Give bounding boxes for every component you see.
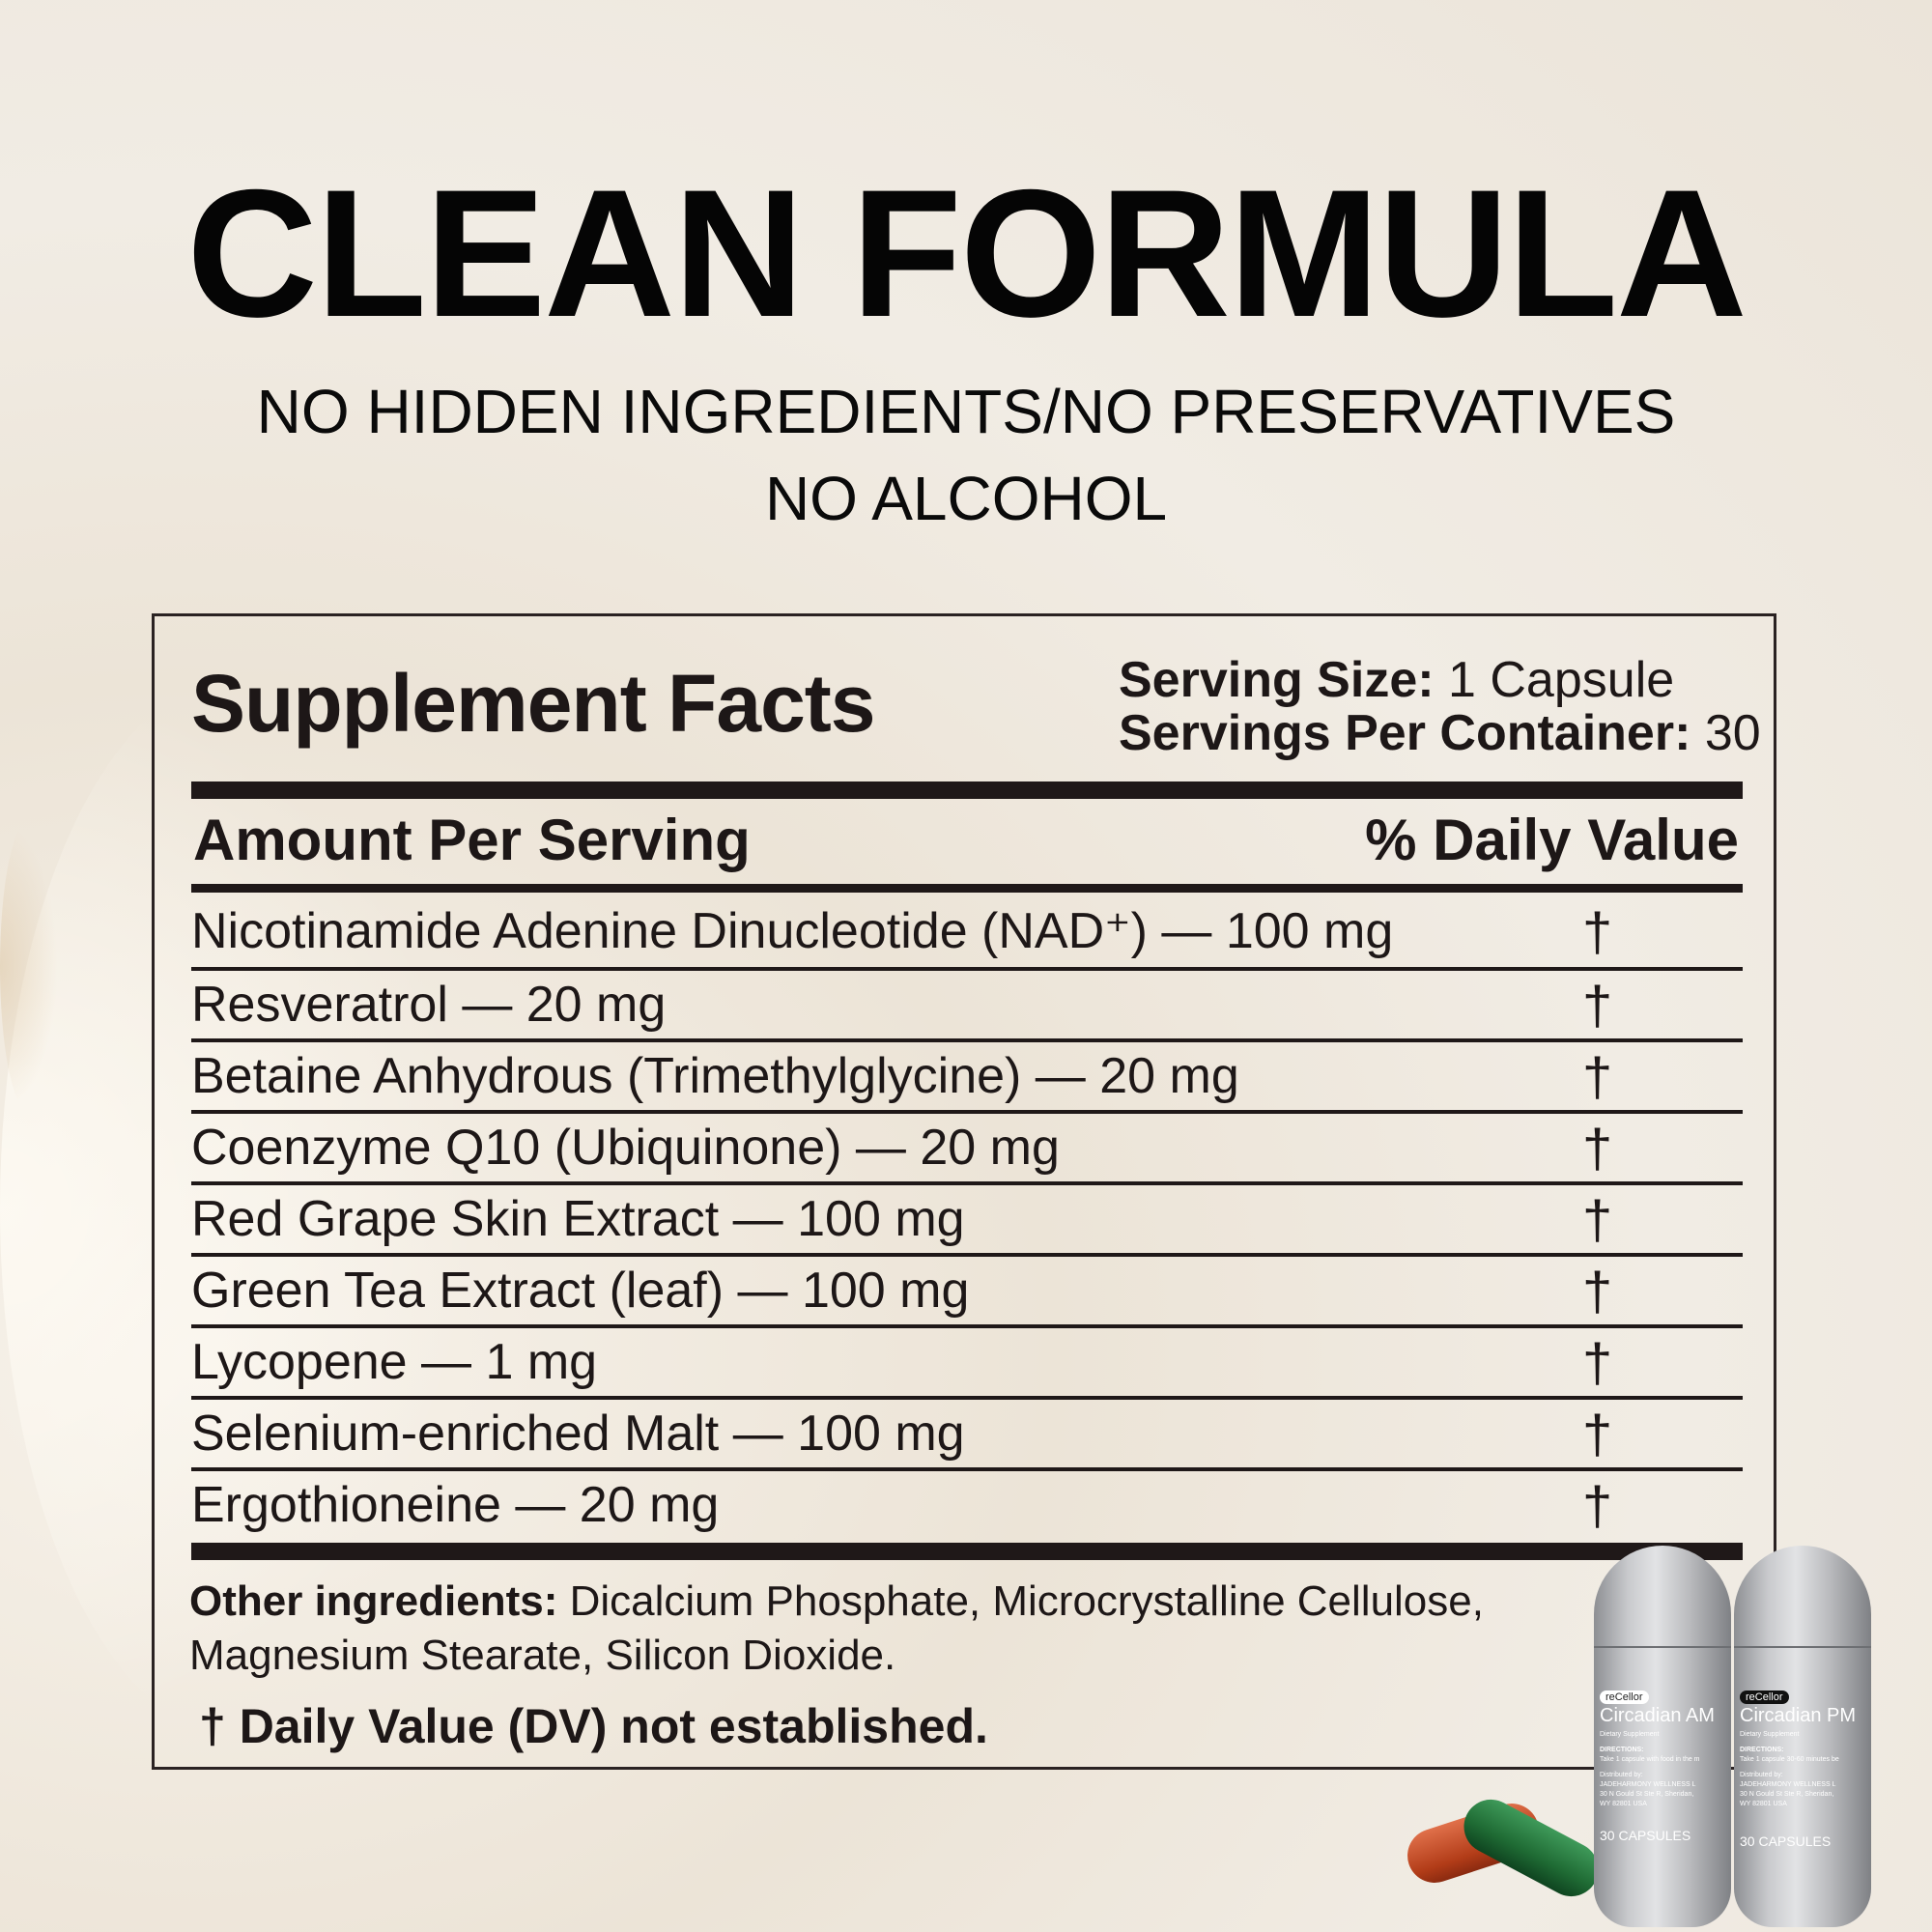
ingredient-name: Nicotinamide Adenine Dinucleotide (NAD⁺)…	[191, 903, 1394, 959]
dagger-mark: †	[1582, 974, 1613, 1036]
daily-value-header: % Daily Value	[1365, 808, 1739, 872]
ingredient-name: Resveratrol — 20 mg	[191, 977, 667, 1033]
ingredient-name: Betaine Anhydrous (Trimethylglycine) — 2…	[191, 1048, 1239, 1104]
address-line-1: 30 N Gould St Ste R, Sheridan,	[1740, 1791, 1834, 1798]
serving-size: Serving Size: 1 Capsule	[1119, 655, 1674, 705]
capsule-count: 30 CAPSULES	[1740, 1833, 1832, 1849]
other-ingredients: Other ingredients: Dicalcium Phosphate, …	[189, 1580, 1484, 1623]
subtitle-line-1: NO HIDDEN INGREDIENTS/NO PRESERVATIVES	[256, 377, 1676, 446]
servings-per-container: Servings Per Container: 30	[1119, 708, 1761, 758]
brand-logo: reCellor	[1600, 1690, 1649, 1704]
address-line-2: WY 82801 USA	[1600, 1801, 1647, 1807]
dagger-mark: †	[1582, 1331, 1613, 1393]
ingredient-row: Green Tea Extract (leaf) — 100 mg †	[191, 1253, 1743, 1324]
ingredient-list: Nicotinamide Adenine Dinucleotide (NAD⁺)…	[191, 895, 1743, 1539]
address-line-1: 30 N Gould St Ste R, Sheridan,	[1600, 1791, 1694, 1798]
ingredient-name: Green Tea Extract (leaf) — 100 mg	[191, 1263, 970, 1319]
page-title: CLEAN FORMULA	[186, 152, 1747, 355]
dagger-mark: †	[1582, 1474, 1613, 1536]
ingredient-row: Betaine Anhydrous (Trimethylglycine) — 2…	[191, 1038, 1743, 1110]
amount-per-serving-header: Amount Per Serving	[193, 808, 751, 872]
subtitle-line-2: NO ALCOHOL	[764, 464, 1168, 533]
bottle-cap-seam	[1594, 1646, 1731, 1648]
thick-divider	[191, 781, 1743, 799]
ingredient-row: Lycopene — 1 mg †	[191, 1324, 1743, 1396]
background-swirl	[0, 821, 58, 1111]
supplement-facts-panel	[152, 613, 1776, 1770]
ingredient-row: Red Grape Skin Extract — 100 mg †	[191, 1181, 1743, 1253]
serving-size-label: Serving Size:	[1119, 652, 1435, 708]
ingredient-row: Nicotinamide Adenine Dinucleotide (NAD⁺)…	[191, 895, 1743, 967]
directions-label: DIRECTIONS:	[1600, 1747, 1644, 1753]
dagger-mark: †	[1582, 1188, 1613, 1250]
servings-value: 30	[1704, 705, 1761, 761]
facts-title: Supplement Facts	[191, 658, 875, 749]
distributor-label: Distributed by:	[1600, 1772, 1643, 1778]
distributor-name: JADEHARMONY WELLNESS L	[1600, 1781, 1696, 1788]
product-type: Dietary Supplement	[1600, 1731, 1660, 1738]
dagger-mark: †	[1582, 900, 1613, 962]
other-ingredients-line-1: Dicalcium Phosphate, Microcrystalline Ce…	[569, 1577, 1484, 1625]
other-ingredients-line-2: Magnesium Stearate, Silicon Dioxide.	[189, 1632, 896, 1679]
product-name: Circadian AM	[1600, 1705, 1715, 1726]
serving-size-value: 1 Capsule	[1448, 652, 1675, 708]
dagger-mark: †	[1582, 1045, 1613, 1107]
address-line-2: WY 82801 USA	[1740, 1801, 1787, 1807]
servings-label: Servings Per Container:	[1119, 705, 1691, 761]
green-capsule	[1454, 1790, 1608, 1906]
dagger-mark: †	[1582, 1403, 1613, 1464]
ingredient-row: Selenium-enriched Malt — 100 mg †	[191, 1396, 1743, 1467]
thick-divider	[191, 1543, 1743, 1560]
other-ingredients-label: Other ingredients:	[189, 1577, 558, 1625]
ingredient-name: Coenzyme Q10 (Ubiquinone) — 20 mg	[191, 1120, 1060, 1176]
bottle-circadian-am: reCellor Circadian AM Dietary Supplement…	[1594, 1546, 1731, 1927]
distributor-label: Distributed by:	[1740, 1772, 1783, 1778]
product-name: Circadian PM	[1740, 1705, 1857, 1726]
ingredient-row: Ergothioneine — 20 mg †	[191, 1467, 1743, 1539]
ingredient-name: Selenium-enriched Malt — 100 mg	[191, 1406, 965, 1462]
medium-divider	[191, 884, 1743, 893]
ingredient-name: Lycopene — 1 mg	[191, 1334, 598, 1390]
directions-text: Take 1 capsule 30-60 minutes be	[1740, 1756, 1839, 1763]
dagger-mark: †	[1582, 1117, 1613, 1179]
ingredient-row: Resveratrol — 20 mg †	[191, 967, 1743, 1038]
bottle-circadian-pm: reCellor Circadian PM Dietary Supplement…	[1734, 1546, 1871, 1927]
distributor-name: JADEHARMONY WELLNESS L	[1740, 1781, 1836, 1788]
ingredient-name: Ergothioneine — 20 mg	[191, 1477, 720, 1533]
directions-text: Take 1 capsule with food in the m	[1600, 1756, 1700, 1763]
ingredient-name: Red Grape Skin Extract — 100 mg	[191, 1191, 965, 1247]
brand-logo: reCellor	[1740, 1690, 1789, 1704]
dagger-mark: †	[1582, 1260, 1613, 1321]
daily-value-note: † Daily Value (DV) not established.	[199, 1699, 988, 1753]
bottle-cap-seam	[1734, 1646, 1871, 1648]
capsule-count: 30 CAPSULES	[1600, 1828, 1691, 1843]
product-type: Dietary Supplement	[1740, 1731, 1800, 1738]
ingredient-row: Coenzyme Q10 (Ubiquinone) — 20 mg †	[191, 1110, 1743, 1181]
directions-label: DIRECTIONS:	[1740, 1747, 1784, 1753]
